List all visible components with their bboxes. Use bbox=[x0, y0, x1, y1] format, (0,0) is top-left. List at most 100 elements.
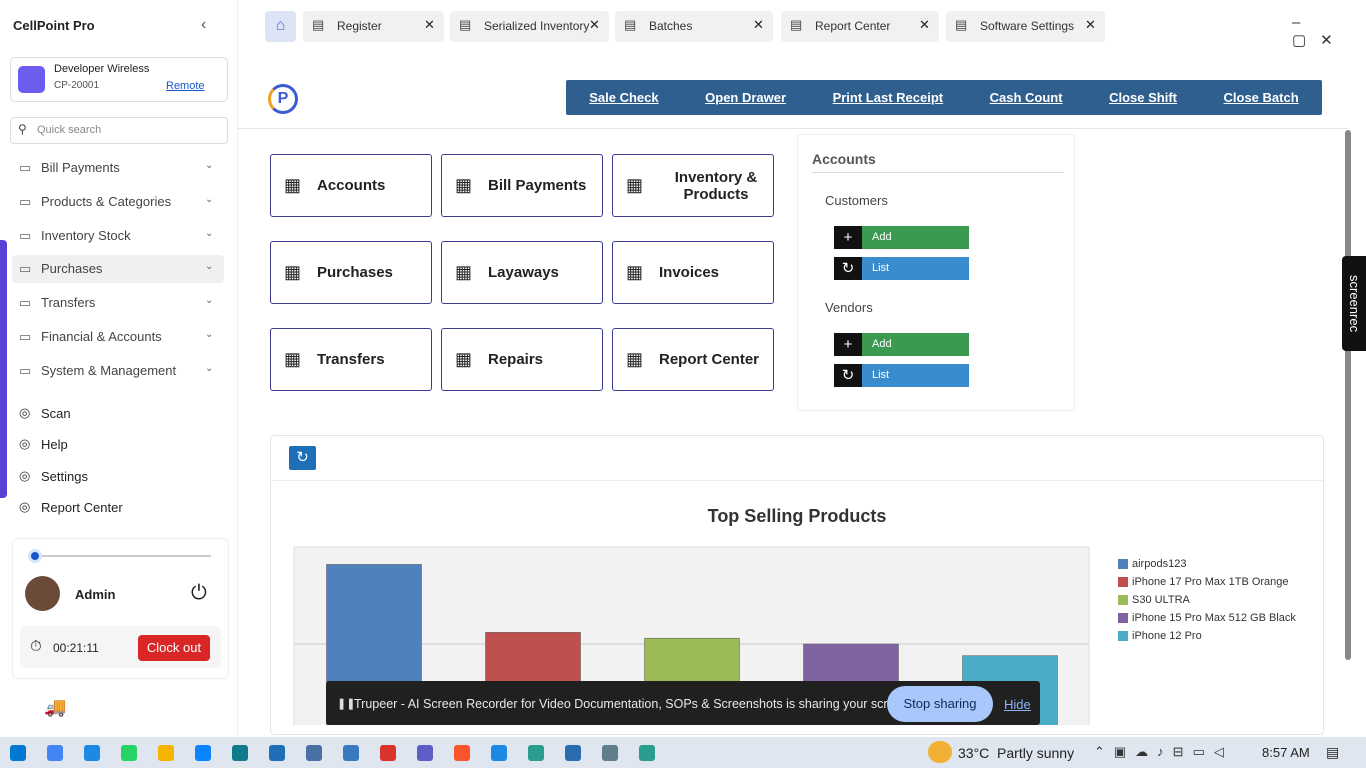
tile[interactable]: Invoices bbox=[612, 241, 774, 304]
menu-item[interactable]: Transfers bbox=[41, 295, 96, 310]
action[interactable]: Close Batch bbox=[1223, 90, 1299, 105]
legend-swatch bbox=[1118, 595, 1128, 605]
action[interactable]: Open Drawer bbox=[705, 90, 787, 105]
sharing-text: Trupeer - AI Screen Recorder for Video D… bbox=[354, 697, 912, 711]
taskbar-icon[interactable] bbox=[491, 745, 507, 761]
pause[interactable]: ❚❚ bbox=[337, 698, 356, 710]
tile[interactable]: Report Center bbox=[612, 328, 774, 391]
panel-button[interactable]: List bbox=[834, 257, 969, 280]
taskbar-icon[interactable] bbox=[84, 745, 100, 761]
tab-close[interactable]: ✕ bbox=[424, 17, 435, 32]
panel-button[interactable]: List bbox=[834, 364, 969, 387]
logo: P bbox=[268, 84, 298, 114]
slider[interactable] bbox=[35, 555, 211, 557]
tile[interactable]: Purchases bbox=[270, 241, 432, 304]
menu-item[interactable]: Bill Payments bbox=[41, 160, 120, 175]
taskbar-icon[interactable] bbox=[47, 745, 63, 761]
taskbar-icon[interactable] bbox=[454, 745, 470, 761]
sidebar-link[interactable]: Settings bbox=[41, 469, 88, 484]
taskbar-icon[interactable] bbox=[639, 745, 655, 761]
tab[interactable]: Batches bbox=[615, 11, 773, 42]
menu-item[interactable]: Inventory Stock bbox=[41, 228, 131, 243]
sidebar bbox=[0, 0, 238, 737]
menu-item[interactable]: Purchases bbox=[12, 255, 224, 283]
taskbar-icon[interactable] bbox=[121, 745, 137, 761]
tab-close[interactable]: ✕ bbox=[919, 17, 930, 32]
group-label: Customers bbox=[825, 193, 888, 208]
taskbar-icon[interactable] bbox=[528, 745, 544, 761]
legend-label: iPhone 17 Pro Max 1TB Orange bbox=[1132, 576, 1289, 588]
panel-button[interactable]: Add bbox=[834, 226, 969, 249]
sidebar-link[interactable]: Help bbox=[41, 437, 68, 452]
tile[interactable]: Inventory & Products bbox=[612, 154, 774, 217]
search-icon: ⚲ bbox=[18, 122, 27, 136]
tile-icon: ▦ bbox=[626, 175, 644, 195]
action[interactable]: Cash Count bbox=[989, 90, 1063, 105]
taskbar-icon[interactable] bbox=[10, 745, 26, 761]
tile[interactable]: Bill Payments bbox=[441, 154, 603, 217]
menu-item[interactable]: Financial & Accounts bbox=[41, 329, 162, 344]
panel-rule bbox=[812, 172, 1064, 173]
panel-button[interactable]: Add bbox=[834, 333, 969, 356]
slider-knob[interactable] bbox=[28, 549, 42, 563]
tile[interactable]: Layaways bbox=[441, 241, 603, 304]
taskbar-icon[interactable] bbox=[158, 745, 174, 761]
card-rule bbox=[271, 480, 1323, 481]
remote-link[interactable]: Remote bbox=[166, 80, 205, 92]
home-tab[interactable]: ⌂ bbox=[265, 11, 296, 42]
tab-icon: ▤ bbox=[459, 17, 472, 32]
tile-icon: ▦ bbox=[626, 349, 644, 369]
user-card bbox=[12, 538, 229, 679]
taskbar-icon[interactable] bbox=[602, 745, 618, 761]
taskbar-icon[interactable] bbox=[380, 745, 396, 761]
scrollbar[interactable] bbox=[1345, 130, 1351, 660]
chevron: ⌄ bbox=[205, 228, 214, 239]
tile[interactable]: Repairs bbox=[441, 328, 603, 391]
refresh[interactable]: ↻ bbox=[289, 446, 316, 470]
tab-icon: ▤ bbox=[624, 17, 637, 32]
tab[interactable]: Register bbox=[303, 11, 444, 42]
collapse[interactable]: ‹ bbox=[201, 16, 207, 33]
power[interactable]: ⏻ bbox=[191, 582, 207, 604]
taskbar-icon[interactable] bbox=[195, 745, 211, 761]
tab[interactable]: Report Center bbox=[781, 11, 939, 42]
taskbar-icon[interactable] bbox=[306, 745, 322, 761]
tab-close[interactable]: ✕ bbox=[589, 17, 600, 32]
action[interactable]: Close Shift bbox=[1109, 90, 1177, 105]
hide[interactable]: Hide bbox=[1004, 697, 1031, 712]
search[interactable]: Quick search bbox=[10, 117, 228, 144]
menu-item[interactable]: Products & Categories bbox=[41, 194, 172, 209]
tab-icon: ▤ bbox=[312, 17, 325, 32]
tile-icon: ▦ bbox=[626, 262, 644, 282]
tile[interactable]: Transfers bbox=[270, 328, 432, 391]
taskbar-icon[interactable] bbox=[343, 745, 359, 761]
taskbar-icon[interactable] bbox=[232, 745, 248, 761]
tab[interactable]: Serialized Inventory bbox=[450, 11, 609, 42]
tab[interactable]: Software Settings bbox=[946, 11, 1105, 42]
legend-swatch bbox=[1118, 577, 1128, 587]
menu-item[interactable]: System & Management bbox=[41, 363, 177, 378]
tile-icon: ▦ bbox=[284, 175, 302, 195]
taskbar-icon[interactable] bbox=[269, 745, 285, 761]
stop-sharing[interactable]: Stop sharing bbox=[887, 686, 993, 722]
tab-icon: ▤ bbox=[790, 17, 803, 32]
notifications[interactable]: ▤ bbox=[1326, 744, 1340, 760]
clock-out[interactable]: Clock out bbox=[138, 635, 210, 661]
action[interactable]: Sale Check bbox=[589, 90, 659, 105]
button-icon: + bbox=[834, 333, 862, 356]
taskbar-icon[interactable] bbox=[565, 745, 581, 761]
screenrec-badge[interactable]: screenrec bbox=[1342, 256, 1366, 351]
menu-icon: ▭ bbox=[19, 194, 32, 209]
sidebar-link[interactable]: Report Center bbox=[41, 500, 123, 515]
legend-label: iPhone 12 Pro bbox=[1132, 630, 1202, 642]
button-icon: + bbox=[834, 226, 862, 249]
action[interactable]: Print Last Receipt bbox=[832, 90, 944, 105]
window-controls[interactable]: –▢✕ bbox=[1292, 14, 1347, 49]
tile-icon: ▦ bbox=[455, 262, 473, 282]
sidebar-link[interactable]: Scan bbox=[41, 406, 71, 421]
taskbar-icon[interactable] bbox=[417, 745, 433, 761]
tab-close[interactable]: ✕ bbox=[1085, 17, 1096, 32]
tab-close[interactable]: ✕ bbox=[753, 17, 764, 32]
store-avatar bbox=[18, 66, 45, 93]
tile[interactable]: Accounts bbox=[270, 154, 432, 217]
